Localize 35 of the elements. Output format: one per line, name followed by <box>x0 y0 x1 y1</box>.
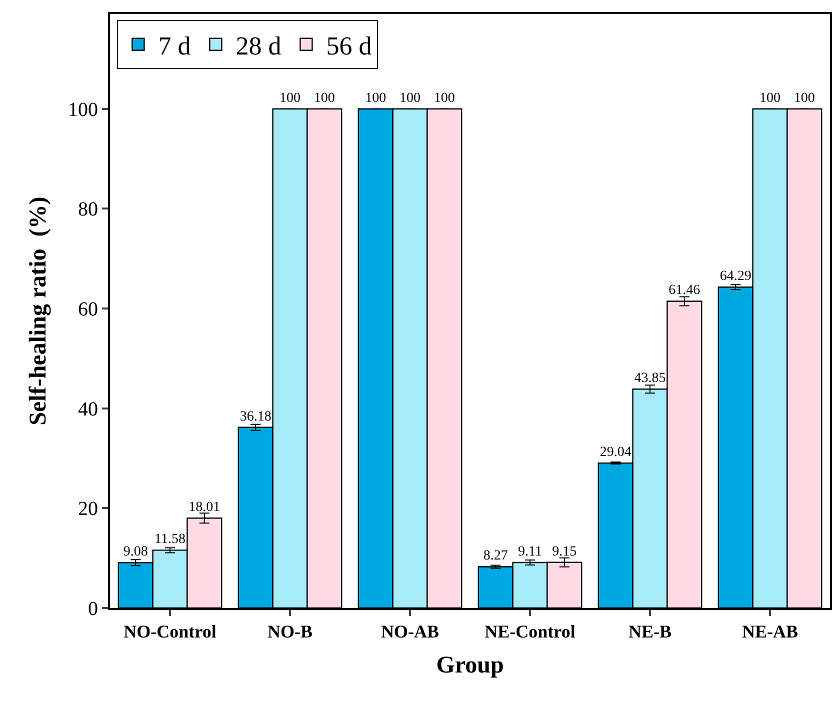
y-tick-label: 0 <box>88 598 98 620</box>
data-label: 9.11 <box>518 544 542 560</box>
y-tick-label: 60 <box>78 298 98 320</box>
data-label: 9.15 <box>552 544 577 560</box>
legend-label: 28 d <box>236 31 282 60</box>
x-tick-label: NO-B <box>268 622 312 642</box>
data-label: 100 <box>400 90 420 106</box>
legend-label: 56 d <box>326 31 372 60</box>
data-label: 64.29 <box>720 269 752 284</box>
y-axis-title: Self-healing ratio (%) <box>26 196 52 426</box>
y-tick-label: 20 <box>78 498 98 520</box>
legend-label: 7 d <box>158 31 191 60</box>
data-label: 100 <box>365 90 386 106</box>
x-tick-label: NE-AB <box>742 622 798 642</box>
x-axis-title: Group <box>436 652 504 678</box>
x-tick-label: NO-AB <box>381 622 439 642</box>
data-label: 18.01 <box>188 500 220 516</box>
x-tick-label: NO-Control <box>124 622 216 642</box>
y-tick-label: 40 <box>78 398 98 420</box>
y-tick-label: 100 <box>68 98 98 121</box>
x-tick-label: NE-B <box>628 622 672 642</box>
data-label: 8.27 <box>483 548 508 564</box>
x-tick-label: NE-Control <box>484 622 576 642</box>
data-label: 100 <box>434 90 455 106</box>
data-label: 100 <box>314 90 335 106</box>
data-label: 36.18 <box>240 409 272 424</box>
data-label: 43.85 <box>634 371 666 386</box>
data-label: 100 <box>760 90 780 106</box>
data-label: 11.58 <box>154 532 186 548</box>
data-label: 29.04 <box>600 445 632 460</box>
data-label: 100 <box>280 90 300 106</box>
data-label: 9.08 <box>123 544 148 560</box>
data-label: 100 <box>794 90 815 106</box>
data-label: 61.46 <box>668 283 700 298</box>
y-tick-label: 80 <box>78 198 98 221</box>
